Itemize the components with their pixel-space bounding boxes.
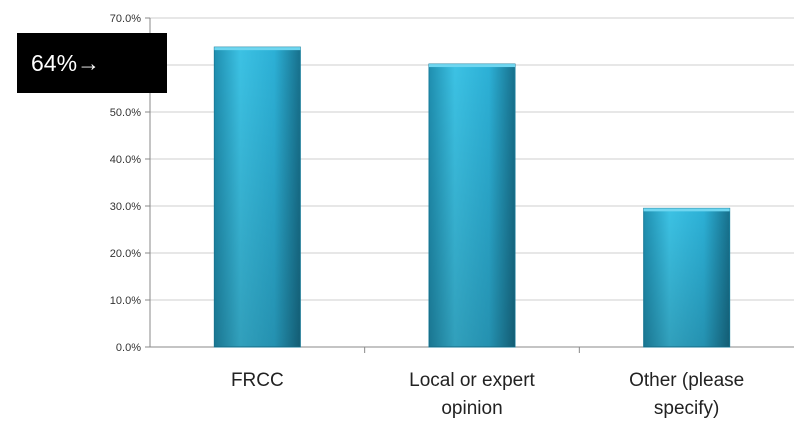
annotation-text: 64% (31, 49, 78, 76)
bar-top (429, 64, 515, 68)
y-tick-label: 50.0% (110, 107, 141, 119)
category-label: Other (please (629, 370, 744, 391)
bar-shade (643, 208, 730, 347)
category-label: opinion (441, 398, 502, 419)
arrow-right-icon: → (77, 49, 101, 76)
bar-top (214, 47, 301, 51)
annotation-callout: 64% → (17, 33, 167, 93)
y-tick-label: 20.0% (110, 248, 141, 260)
y-tick-label: 0.0% (116, 342, 141, 354)
y-tick-label: 10.0% (110, 295, 141, 307)
axis-labels: 0.0%10.0%20.0%30.0%40.0%50.0%60.0%70.0%F… (110, 13, 744, 419)
bar-shade (214, 47, 301, 347)
bars (213, 46, 731, 348)
bar-shade (429, 64, 515, 347)
y-tick-label: 40.0% (110, 154, 141, 166)
y-tick-label: 70.0% (110, 13, 141, 25)
category-label: FRCC (231, 370, 284, 391)
bar-top (643, 208, 730, 212)
category-label: Local or expert (409, 370, 535, 391)
y-tick-label: 30.0% (110, 201, 141, 213)
category-label: specify) (654, 398, 719, 419)
